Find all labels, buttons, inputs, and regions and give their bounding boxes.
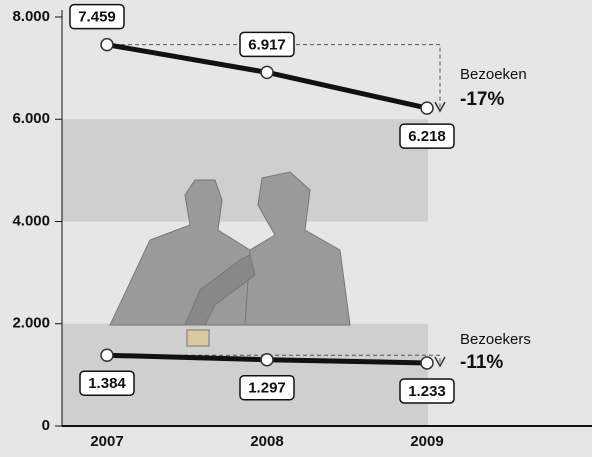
value-label: 1.233 bbox=[408, 383, 446, 400]
value-label: 1.297 bbox=[248, 380, 286, 397]
y-tick-label: 0 bbox=[42, 417, 50, 434]
value-label: 7.459 bbox=[78, 9, 116, 26]
value-label: 1.384 bbox=[88, 375, 126, 392]
series-name: Bezoeken bbox=[460, 66, 527, 83]
value-label: 6.917 bbox=[248, 36, 286, 53]
y-tick-label: 2.000 bbox=[12, 315, 50, 332]
value-label-box bbox=[79, 370, 135, 396]
grid-band bbox=[62, 119, 428, 222]
value-label-box bbox=[69, 3, 125, 30]
point bbox=[420, 101, 434, 115]
change-label: -11% bbox=[460, 352, 503, 373]
value-label-box bbox=[399, 123, 455, 149]
point bbox=[260, 65, 274, 80]
value-label-box bbox=[239, 31, 295, 58]
point bbox=[100, 37, 114, 52]
point bbox=[260, 352, 274, 367]
x-tick-label: 2007 bbox=[90, 433, 123, 450]
reference-line bbox=[107, 44, 441, 111]
y-tick-label: 8.000 bbox=[12, 8, 50, 25]
value-label-box bbox=[399, 378, 455, 404]
change-label: -17% bbox=[460, 89, 504, 110]
point bbox=[420, 356, 434, 370]
x-tick-label: 2008 bbox=[250, 433, 283, 450]
illustration bbox=[109, 171, 351, 347]
arrow-head bbox=[434, 356, 446, 368]
arrow-head bbox=[434, 101, 446, 113]
value-label-box bbox=[239, 374, 295, 401]
point bbox=[100, 348, 114, 362]
y-tick-label: 4.000 bbox=[12, 212, 50, 229]
reference-line bbox=[107, 354, 441, 365]
value-label: 6.218 bbox=[408, 128, 446, 145]
y-tick-label: 6.000 bbox=[12, 110, 50, 127]
x-tick-label: 2009 bbox=[410, 433, 443, 450]
series-name: Bezoekers bbox=[460, 331, 531, 348]
